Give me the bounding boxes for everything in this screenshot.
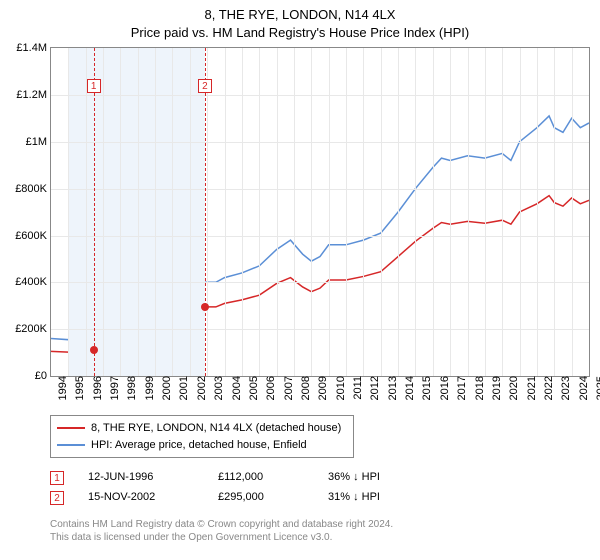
sale-idx-box: 2 <box>50 491 64 505</box>
below-chart-block: 8, THE RYE, LONDON, N14 4LX (detached ho… <box>50 415 590 508</box>
title-address: 8, THE RYE, LONDON, N14 4LX <box>0 6 600 24</box>
gridline-v <box>277 48 278 376</box>
gridline-v <box>155 48 156 376</box>
gridline-v <box>120 48 121 376</box>
legend-row: HPI: Average price, detached house, Enfi… <box>57 437 347 454</box>
title-block: 8, THE RYE, LONDON, N14 4LX Price paid v… <box>0 0 600 41</box>
gridline-v <box>381 48 382 376</box>
gridline-v <box>225 48 226 376</box>
sale-marker-dot <box>90 346 98 354</box>
chart-container: 8, THE RYE, LONDON, N14 4LX Price paid v… <box>0 0 600 560</box>
legend-label: HPI: Average price, detached house, Enfi… <box>91 437 307 454</box>
legend-box: 8, THE RYE, LONDON, N14 4LX (detached ho… <box>50 415 354 458</box>
gridline-v <box>259 48 260 376</box>
legend-swatch <box>57 444 85 446</box>
gridline-h <box>51 189 589 190</box>
gridline-v <box>68 48 69 376</box>
gridline-h <box>51 142 589 143</box>
gridline-h <box>51 236 589 237</box>
sale-date: 12-JUN-1996 <box>88 468 208 488</box>
legend-label: 8, THE RYE, LONDON, N14 4LX (detached ho… <box>91 420 341 437</box>
gridline-v <box>103 48 104 376</box>
gridline-v <box>554 48 555 376</box>
gridline-v <box>207 48 208 376</box>
gridline-v <box>450 48 451 376</box>
gridline-v <box>242 48 243 376</box>
sale-diff: 36% ↓ HPI <box>328 468 428 488</box>
chart-plot-area: £0£200K£400K£600K£800K£1M£1.2M£1.4M19941… <box>50 47 590 377</box>
gridline-v <box>86 48 87 376</box>
ytick-label: £400K <box>15 276 51 288</box>
gridline-v <box>433 48 434 376</box>
gridline-v <box>537 48 538 376</box>
sales-row: 2 15-NOV-2002 £295,000 31% ↓ HPI <box>50 488 590 508</box>
gridline-v <box>190 48 191 376</box>
gridline-v <box>172 48 173 376</box>
sale-price: £112,000 <box>218 468 318 488</box>
attribution-line1: Contains HM Land Registry data © Crown c… <box>50 518 590 532</box>
gridline-h <box>51 282 589 283</box>
attribution-block: Contains HM Land Registry data © Crown c… <box>50 518 590 545</box>
gridline-h <box>51 329 589 330</box>
gridline-v <box>502 48 503 376</box>
ytick-label: £600K <box>15 230 51 242</box>
ytick-label: £1.4M <box>16 42 51 54</box>
gridline-v <box>311 48 312 376</box>
gridline-v <box>398 48 399 376</box>
sale-date: 15-NOV-2002 <box>88 488 208 508</box>
sale-marker-line <box>205 48 206 376</box>
ytick-label: £200K <box>15 323 51 335</box>
attribution-line2: This data is licensed under the Open Gov… <box>50 531 590 545</box>
sale-marker-dot <box>201 303 209 311</box>
sale-idx-box: 1 <box>50 471 64 485</box>
ytick-label: £800K <box>15 183 51 195</box>
gridline-v <box>485 48 486 376</box>
sales-table: 1 12-JUN-1996 £112,000 36% ↓ HPI 2 15-NOV-200… <box>50 468 590 508</box>
sale-marker-box: 2 <box>198 79 212 93</box>
gridline-v <box>572 48 573 376</box>
gridline-v <box>346 48 347 376</box>
sale-marker-line <box>94 48 95 376</box>
sale-price: £295,000 <box>218 488 318 508</box>
ytick-label: £1M <box>26 136 51 148</box>
legend-swatch <box>57 427 85 429</box>
title-subtitle: Price paid vs. HM Land Registry's House … <box>0 24 600 42</box>
sales-row: 1 12-JUN-1996 £112,000 36% ↓ HPI <box>50 468 590 488</box>
gridline-v <box>329 48 330 376</box>
gridline-v <box>363 48 364 376</box>
xtick-label: 2025 <box>571 376 600 400</box>
gridline-v <box>294 48 295 376</box>
sale-diff: 31% ↓ HPI <box>328 488 428 508</box>
gridline-v <box>415 48 416 376</box>
legend-row: 8, THE RYE, LONDON, N14 4LX (detached ho… <box>57 420 347 437</box>
ytick-label: £1.2M <box>16 89 51 101</box>
gridline-v <box>520 48 521 376</box>
gridline-h <box>51 95 589 96</box>
gridline-v <box>468 48 469 376</box>
gridline-v <box>138 48 139 376</box>
sale-marker-box: 1 <box>87 79 101 93</box>
